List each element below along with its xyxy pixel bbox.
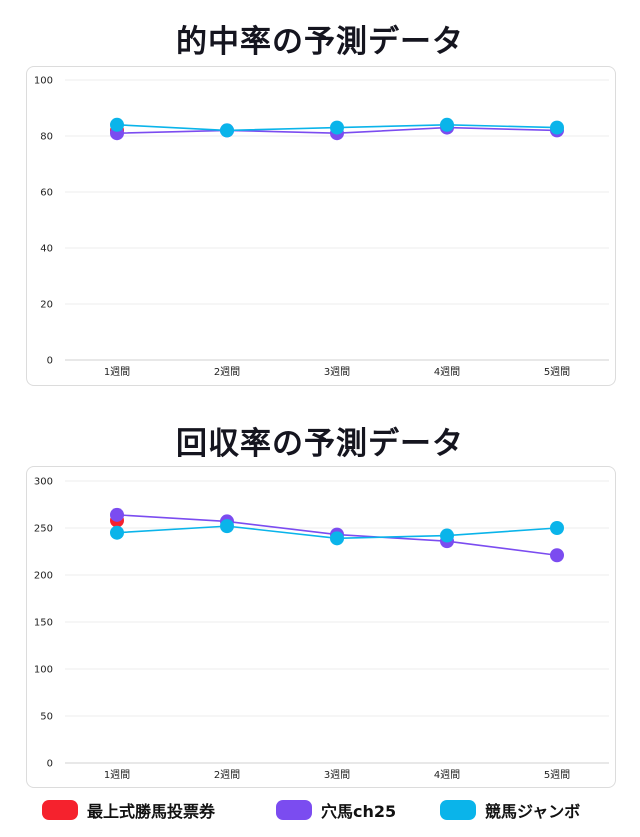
x-tick-label: 2週間 (214, 769, 240, 781)
data-point (110, 525, 124, 540)
legend-swatch (42, 800, 78, 820)
hit-rate-chart: 0 20 40 60 80 100 1週間 2週間 3週間 4週間 5週間 (34, 76, 609, 378)
x-tick-label: 4週間 (434, 769, 460, 781)
legend-label: 競馬ジャンボ (485, 802, 581, 821)
data-point (110, 507, 124, 522)
data-point (330, 531, 344, 546)
y-tick-label: 250 (34, 524, 53, 535)
data-point (220, 519, 234, 534)
legend-label: 穴馬ch25 (321, 802, 397, 821)
legend-swatch (276, 800, 312, 820)
y-tick-label: 200 (34, 571, 53, 582)
return-rate-chart-panel: 0 50 100 150 200 250 300 1週間 2週間 3週間 4週間 5週間 (26, 466, 616, 788)
data-point (440, 117, 454, 132)
x-tick-label: 5週間 (544, 366, 570, 378)
data-point (550, 548, 564, 563)
data-point (550, 120, 564, 135)
gridlines (65, 480, 609, 764)
x-tick-label: 4週間 (434, 366, 460, 378)
data-point (440, 528, 454, 543)
data-point (330, 120, 344, 135)
x-tick-label: 2週間 (214, 366, 240, 378)
y-tick-label: 100 (34, 76, 53, 87)
x-tick-label: 3週間 (324, 769, 350, 781)
y-tick-label: 50 (40, 712, 53, 723)
y-tick-label: 0 (47, 759, 53, 770)
return-rate-chart: 0 50 100 150 200 250 300 1週間 2週間 3週間 4週間 5週間 (34, 477, 609, 781)
legend-item-jumbo[interactable]: 競馬ジャンボ (440, 798, 580, 822)
y-tick-label: 80 (40, 132, 53, 143)
hit-rate-chart-panel: 0 20 40 60 80 100 1週間 2週間 3週間 4週間 5週間 (26, 66, 616, 386)
hit-rate-chart-title: 的中率の予測データ (176, 24, 464, 60)
y-tick-label: 60 (40, 188, 53, 199)
y-tick-label: 20 (40, 300, 53, 311)
legend-label: 最上式勝馬投票券 (87, 802, 216, 821)
y-tick-label: 300 (34, 477, 53, 488)
x-tick-label: 1週間 (104, 366, 130, 378)
legend-item-mogami[interactable]: 最上式勝馬投票券 (42, 798, 215, 822)
x-tick-label: 3週間 (324, 366, 350, 378)
y-tick-label: 0 (47, 356, 53, 367)
y-tick-label: 150 (34, 618, 53, 629)
y-tick-label: 40 (40, 244, 53, 255)
data-point (550, 521, 564, 535)
return-rate-chart-title: 回収率の予測データ (176, 426, 464, 462)
data-point (220, 123, 234, 138)
y-tick-label: 100 (34, 665, 53, 676)
x-tick-label: 5週間 (544, 769, 570, 781)
data-point (110, 117, 124, 132)
legend-swatch (440, 800, 476, 820)
chart-legend: 最上式勝馬投票券 穴馬ch25 競馬ジャンボ (0, 798, 640, 828)
legend-item-anauma[interactable]: 穴馬ch25 (276, 798, 396, 822)
x-tick-label: 1週間 (104, 769, 130, 781)
